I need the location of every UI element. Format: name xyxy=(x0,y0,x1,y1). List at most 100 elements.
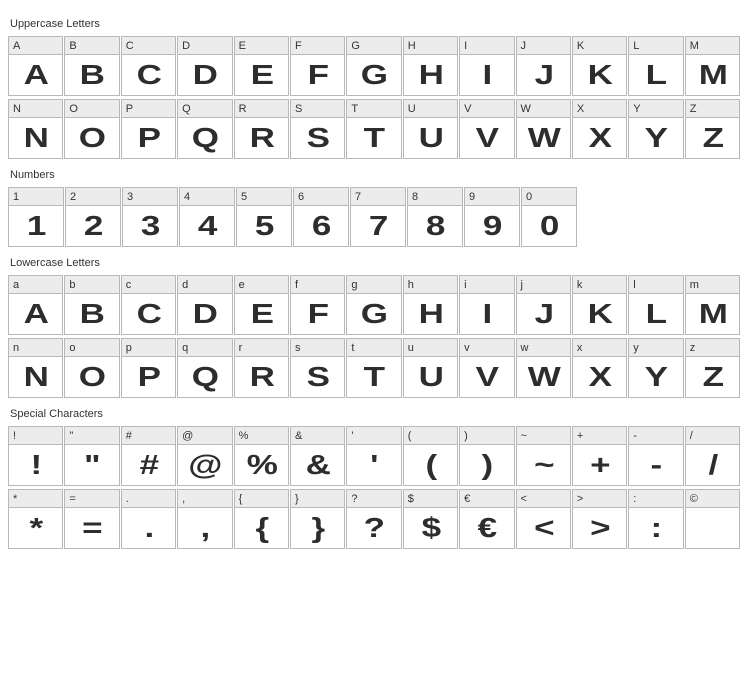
glyph-label: A xyxy=(9,37,62,55)
glyph-cell[interactable]: eE xyxy=(234,275,289,335)
glyph-cell[interactable]: 88 xyxy=(407,187,463,247)
glyph-cell[interactable]: '' xyxy=(346,426,401,486)
glyph-cell[interactable]: zZ xyxy=(685,338,740,398)
glyph-cell[interactable]: CC xyxy=(121,36,176,96)
glyph-cell[interactable]: fF xyxy=(290,275,345,335)
glyph-cell[interactable]: 11 xyxy=(8,187,64,247)
glyph-cell[interactable]: %% xyxy=(234,426,289,486)
glyph-cell[interactable]: ** xyxy=(8,489,63,549)
glyph-cell[interactable]: sS xyxy=(290,338,345,398)
glyph-cell[interactable]: mM xyxy=(685,275,740,335)
glyph-cell[interactable]: pP xyxy=(121,338,176,398)
glyph-cell[interactable]: uU xyxy=(403,338,458,398)
glyph-cell[interactable]: PP xyxy=(121,99,176,159)
glyph-cell[interactable]: :: xyxy=(628,489,683,549)
glyph-cell[interactable]: FF xyxy=(290,36,345,96)
glyph-cell[interactable]: yY xyxy=(628,338,683,398)
glyph-cell[interactable]: tT xyxy=(346,338,401,398)
glyph-cell[interactable]: .. xyxy=(121,489,176,549)
glyph-cell[interactable]: jJ xyxy=(516,275,571,335)
glyph-cell[interactable]: 00 xyxy=(521,187,577,247)
glyph-cell[interactable]: LL xyxy=(628,36,683,96)
glyph-label: T xyxy=(347,100,400,118)
glyph-cell[interactable]: ?? xyxy=(346,489,401,549)
glyph-cell[interactable]: -- xyxy=(628,426,683,486)
glyph-cell[interactable]: WW xyxy=(516,99,571,159)
glyph-label: x xyxy=(573,339,626,357)
glyph-cell[interactable]: ,, xyxy=(177,489,232,549)
glyph-label: * xyxy=(9,490,62,508)
glyph-cell[interactable]: ~~ xyxy=(516,426,571,486)
glyph-preview: Z xyxy=(679,357,746,397)
glyph-cell[interactable]: iI xyxy=(459,275,514,335)
glyph-cell[interactable]: €€ xyxy=(459,489,514,549)
glyph-cell[interactable]: >> xyxy=(572,489,627,549)
glyph-cell[interactable]: OO xyxy=(64,99,119,159)
glyph-cell[interactable]: hH xyxy=(403,275,458,335)
glyph-cell[interactable]: // xyxy=(685,426,740,486)
glyph-cell[interactable]: YY xyxy=(628,99,683,159)
glyph-cell[interactable]: 22 xyxy=(65,187,121,247)
glyph-cell[interactable]: dD xyxy=(177,275,232,335)
glyph-label: / xyxy=(686,427,739,445)
glyph-cell[interactable]: 55 xyxy=(236,187,292,247)
glyph-cell[interactable]: wW xyxy=(516,338,571,398)
glyph-label: z xyxy=(686,339,739,357)
glyph-cell[interactable]: UU xyxy=(403,99,458,159)
glyph-cell[interactable]: aA xyxy=(8,275,63,335)
glyph-cell[interactable]: == xyxy=(64,489,119,549)
glyph-cell[interactable]: MM xyxy=(685,36,740,96)
glyph-cell[interactable]: TT xyxy=(346,99,401,159)
glyph-cell[interactable]: KK xyxy=(572,36,627,96)
glyph-cell[interactable]: rR xyxy=(234,338,289,398)
glyph-cell[interactable]: kK xyxy=(572,275,627,335)
glyph-cell[interactable]: bB xyxy=(64,275,119,335)
glyph-cell[interactable]: "" xyxy=(64,426,119,486)
glyph-cell[interactable]: $$ xyxy=(403,489,458,549)
glyph-label: 5 xyxy=(237,188,291,206)
glyph-cell[interactable]: xX xyxy=(572,338,627,398)
glyph-cell[interactable]: )) xyxy=(459,426,514,486)
glyph-cell[interactable]: cC xyxy=(121,275,176,335)
glyph-cell[interactable]: ## xyxy=(121,426,176,486)
glyph-cell[interactable]: QQ xyxy=(177,99,232,159)
glyph-cell[interactable]: SS xyxy=(290,99,345,159)
glyph-cell[interactable]: ZZ xyxy=(685,99,740,159)
glyph-cell[interactable]: 66 xyxy=(293,187,349,247)
glyph-cell[interactable]: HH xyxy=(403,36,458,96)
glyph-cell[interactable]: XX xyxy=(572,99,627,159)
glyph-cell[interactable]: EE xyxy=(234,36,289,96)
glyph-cell[interactable]: DD xyxy=(177,36,232,96)
glyph-label: @ xyxy=(178,427,231,445)
glyph-cell[interactable]: NN xyxy=(8,99,63,159)
section-title: Lowercase Letters xyxy=(10,257,740,269)
glyph-label: s xyxy=(291,339,344,357)
glyph-cell[interactable]: @@ xyxy=(177,426,232,486)
glyph-cell[interactable]: gG xyxy=(346,275,401,335)
glyph-cell[interactable]: AA xyxy=(8,36,63,96)
glyph-cell[interactable]: lL xyxy=(628,275,683,335)
glyph-cell[interactable]: 44 xyxy=(179,187,235,247)
glyph-cell[interactable]: JJ xyxy=(516,36,571,96)
glyph-cell[interactable]: vV xyxy=(459,338,514,398)
glyph-cell[interactable]: GG xyxy=(346,36,401,96)
glyph-cell[interactable]: 33 xyxy=(122,187,178,247)
glyph-cell[interactable]: oO xyxy=(64,338,119,398)
glyph-cell[interactable]: 99 xyxy=(464,187,520,247)
glyph-cell[interactable]: }} xyxy=(290,489,345,549)
glyph-cell[interactable]: © xyxy=(685,489,740,549)
glyph-cell[interactable]: qQ xyxy=(177,338,232,398)
glyph-cell[interactable]: << xyxy=(516,489,571,549)
glyph-cell[interactable]: II xyxy=(459,36,514,96)
glyph-cell[interactable]: {{ xyxy=(234,489,289,549)
glyph-cell[interactable]: (( xyxy=(403,426,458,486)
glyph-cell[interactable]: nN xyxy=(8,338,63,398)
glyph-label: I xyxy=(460,37,513,55)
glyph-cell[interactable]: && xyxy=(290,426,345,486)
glyph-cell[interactable]: !! xyxy=(8,426,63,486)
glyph-cell[interactable]: RR xyxy=(234,99,289,159)
glyph-cell[interactable]: BB xyxy=(64,36,119,96)
glyph-cell[interactable]: VV xyxy=(459,99,514,159)
glyph-cell[interactable]: 77 xyxy=(350,187,406,247)
glyph-cell[interactable]: ++ xyxy=(572,426,627,486)
